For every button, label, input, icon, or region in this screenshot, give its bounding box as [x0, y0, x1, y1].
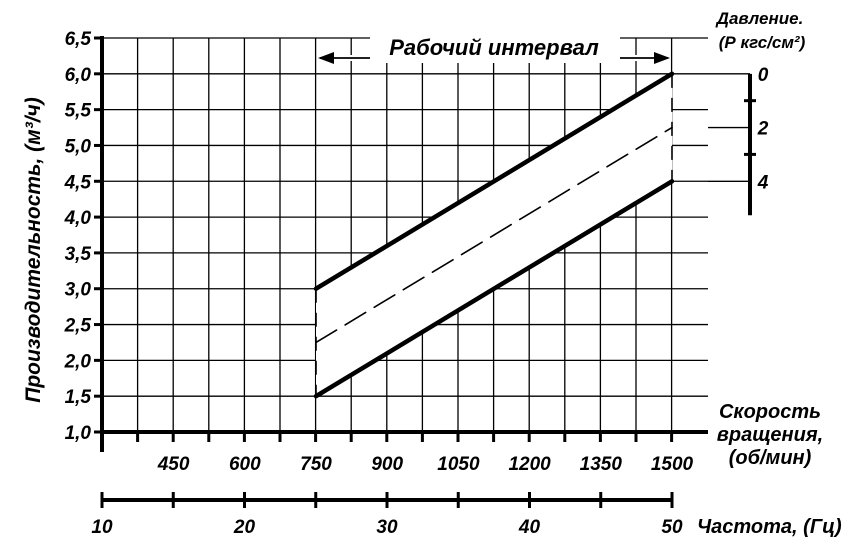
frequency-tick-label: 50 [661, 517, 683, 538]
speed-tick-label: 600 [229, 454, 261, 475]
speed-tick-label: 1050 [437, 454, 480, 475]
pressure-tick-label: 0 [758, 65, 769, 86]
speed-axis-label-line3: (об/мин) [729, 447, 812, 469]
y-tick-label: 6,0 [65, 65, 92, 86]
series-line-pressure-0 [313, 71, 675, 291]
frequency-tick-labels: 10 20 30 40 50 [91, 517, 683, 538]
y-tick-label: 5,0 [65, 136, 92, 157]
y-tick-label: 1,0 [65, 423, 92, 444]
y-tick-label: 6,5 [65, 29, 92, 50]
interval-arrow-left [318, 52, 334, 64]
working-interval: Рабочий интервал [318, 33, 670, 64]
speed-tick-label: 900 [371, 454, 403, 475]
frequency-tick-label: 30 [376, 517, 398, 538]
y-tick-label: 2,0 [64, 351, 92, 372]
y-axis-label: Производительность, (м³/ч) [22, 97, 45, 403]
pressure-tick-label: 2 [757, 119, 769, 140]
y-tick-label: 4,5 [64, 172, 92, 193]
speed-axis-label-line2: вращения, [717, 424, 823, 446]
frequency-tick-label: 20 [233, 517, 256, 538]
speed-tick-labels: 450 600 750 900 1050 1200 1350 1500 [157, 454, 694, 475]
frequency-tick-label: 40 [518, 517, 541, 538]
frequency-tick-label: 10 [91, 517, 113, 538]
interval-arrow-right [654, 52, 670, 64]
frequency-axis-label: Частота, (Гц) [697, 516, 842, 538]
pressure-scale: 0 2 4 [708, 65, 769, 216]
speed-tick-label: 450 [157, 454, 190, 475]
interval-label-backing [370, 33, 620, 63]
y-tick-label: 3,5 [65, 244, 92, 265]
y-tick-label: 2,5 [64, 316, 92, 337]
speed-tick-label: 1500 [651, 454, 694, 475]
speed-axis-label-line1: Скорость [719, 401, 821, 423]
series-line-pressure-2 [315, 126, 673, 344]
pressure-axis-label-line2: (Р кгс/см²) [719, 33, 806, 52]
axes [94, 36, 708, 508]
series-lines [313, 71, 675, 399]
pressure-tick-label: 4 [757, 172, 769, 193]
interval-label: Рабочий интервал [389, 35, 599, 60]
y-tick-label: 4,0 [64, 208, 92, 229]
y-tick-labels: 1,0 1,5 2,0 2,5 3,0 3,5 4,0 4,5 5,0 5,5 6,0 6,5 [64, 29, 92, 444]
speed-tick-label: 1200 [508, 454, 551, 475]
pressure-axis-label-line1: Давление. [715, 9, 804, 28]
y-tick-label: 3,0 [65, 280, 92, 301]
series-line-pressure-4 [313, 179, 675, 399]
y-tick-label: 5,5 [65, 101, 92, 122]
y-tick-label: 1,5 [65, 387, 92, 408]
speed-tick-label: 750 [300, 454, 332, 475]
speed-tick-label: 1350 [580, 454, 623, 475]
